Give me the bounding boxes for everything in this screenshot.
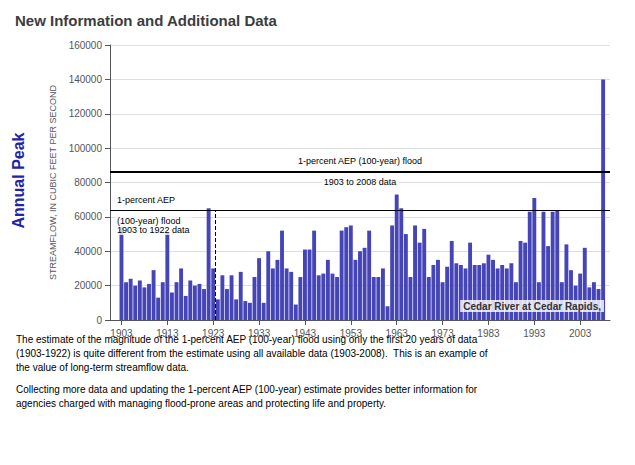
svg-text:40000: 40000 (74, 246, 102, 257)
svg-text:1903 to 2008 data: 1903 to 2008 data (324, 177, 397, 187)
svg-text:1973: 1973 (431, 328, 454, 339)
svg-text:Annual Peak: Annual Peak (10, 132, 27, 228)
svg-text:1983: 1983 (477, 328, 500, 339)
svg-text:0: 0 (96, 315, 102, 326)
svg-text:1-percent AEP: 1-percent AEP (117, 195, 175, 205)
svg-text:60000: 60000 (74, 211, 102, 222)
svg-text:(100-year) flood: (100-year) flood (117, 215, 181, 226)
svg-text:1933: 1933 (248, 328, 271, 339)
svg-text:1913: 1913 (156, 328, 179, 339)
svg-text:1903: 1903 (110, 328, 133, 339)
svg-text:160000: 160000 (69, 40, 103, 51)
svg-text:1963: 1963 (386, 328, 409, 339)
svg-text:1993: 1993 (523, 328, 546, 339)
svg-text:140000: 140000 (69, 74, 103, 85)
svg-text:agencies charged with managing: agencies charged with managing flood-pro… (16, 398, 386, 409)
svg-text:The estimate of the magnitude: The estimate of the magnitude of the 1-p… (16, 334, 478, 345)
svg-text:100000: 100000 (69, 143, 103, 154)
svg-text:1943: 1943 (294, 328, 317, 339)
svg-text:120000: 120000 (69, 108, 103, 119)
svg-text:20000: 20000 (74, 280, 102, 291)
svg-text:New Information and Additional: New Information and Additional Data (15, 12, 278, 29)
svg-text:the value of long-term streamf: the value of long-term streamflow data. (16, 362, 189, 373)
svg-text:Collecting more data and updat: Collecting more data and updating the 1-… (16, 384, 478, 395)
svg-text:1923: 1923 (202, 328, 225, 339)
svg-text:(1903-1922) is quite different: (1903-1922) is quite different from the … (16, 348, 488, 359)
svg-text:2003: 2003 (569, 328, 592, 339)
svg-text:Cedar River at Cedar Rapids,: Cedar River at Cedar Rapids, (463, 301, 601, 312)
svg-text:1-percent AEP (100-year) flood: 1-percent AEP (100-year) flood (298, 156, 422, 166)
svg-text:1903 to 1922 data: 1903 to 1922 data (117, 225, 190, 235)
svg-text:1953: 1953 (340, 328, 363, 339)
svg-text:80000: 80000 (74, 177, 102, 188)
svg-text:STREAMFLOW, IN CUBIC FEET PER: STREAMFLOW, IN CUBIC FEET PER SECOND (48, 85, 58, 280)
